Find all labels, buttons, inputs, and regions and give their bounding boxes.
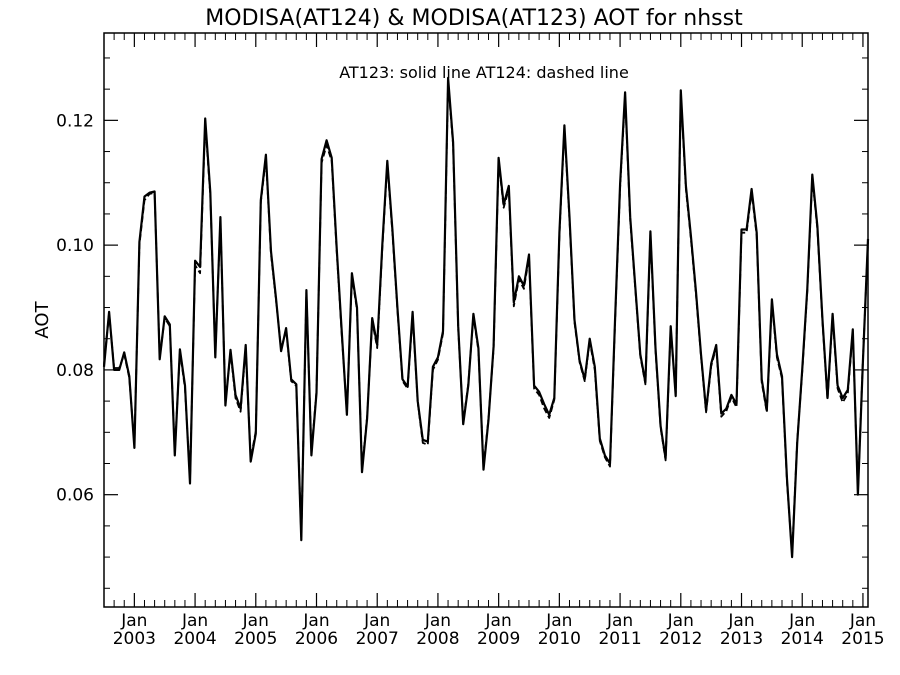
x-tick-year-label: 2010: [538, 629, 581, 649]
y-tick-label: 0.12: [56, 111, 94, 131]
y-axis-ticks: 0.06 0.08 0.10 0.12: [56, 57, 868, 589]
x-tick-year-label: 2007: [356, 629, 399, 649]
x-tick-month-label: Jan: [485, 611, 512, 631]
x-tick-month-label: Jan: [302, 611, 329, 631]
x-tick-month-label: Jan: [181, 611, 208, 631]
y-axis-label: AOT: [32, 300, 53, 338]
series-layer: [102, 76, 870, 559]
x-tick-year-label: 2015: [841, 629, 884, 649]
x-tick-month-label: Jan: [849, 611, 876, 631]
x-tick-month-label: Jan: [667, 611, 694, 631]
x-tick-month-label: Jan: [424, 611, 451, 631]
series-line-at124: [103, 80, 869, 555]
x-tick-year-label: 2009: [477, 629, 520, 649]
x-tick-year-label: 2004: [173, 629, 216, 649]
x-tick-year-label: 2014: [781, 629, 824, 649]
series-style-annotation: AT123: solid line AT124: dashed line: [339, 63, 629, 82]
x-tick-year-label: 2003: [113, 629, 156, 649]
y-tick-label: 0.06: [56, 486, 94, 506]
x-tick-month-label: Jan: [727, 611, 754, 631]
x-tick-year-label: 2006: [295, 629, 338, 649]
chart-title: MODISA(AT124) & MODISA(AT123) AOT for nh…: [205, 6, 743, 31]
x-tick-month-label: Jan: [120, 611, 147, 631]
x-tick-month-label: Jan: [545, 611, 572, 631]
x-tick-month-label: Jan: [363, 611, 390, 631]
x-tick-year-label: 2008: [416, 629, 459, 649]
x-tick-year-label: 2011: [598, 629, 641, 649]
x-tick-year-label: 2013: [720, 629, 763, 649]
series-line-at123: [102, 76, 870, 559]
x-tick-month-label: Jan: [606, 611, 633, 631]
plot-area-frame: [103, 32, 869, 608]
y-tick-label: 0.08: [56, 361, 94, 381]
y-tick-label: 0.10: [56, 236, 94, 256]
x-axis-ticks: Jan2003Jan2004Jan2005Jan2006Jan2007Jan20…: [103, 33, 885, 649]
x-tick-year-label: 2005: [234, 629, 277, 649]
x-tick-month-label: Jan: [788, 611, 815, 631]
x-tick-month-label: Jan: [242, 611, 269, 631]
x-tick-year-label: 2012: [659, 629, 702, 649]
